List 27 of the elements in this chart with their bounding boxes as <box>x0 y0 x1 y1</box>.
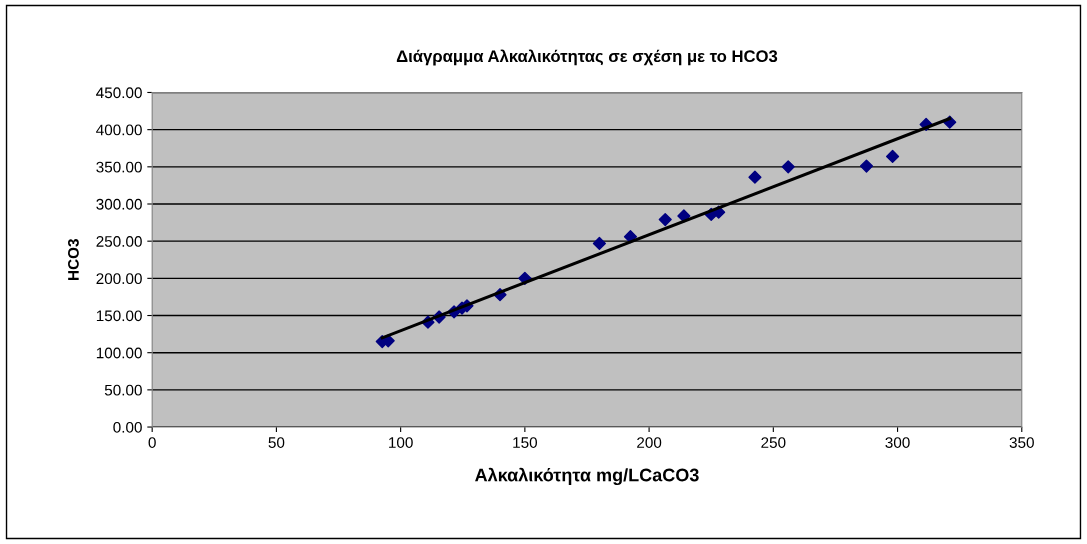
x-tick-label: 0 <box>148 437 156 448</box>
x-tick-label: 350 <box>1009 437 1034 448</box>
y-tick-label: 450.00 <box>96 87 142 99</box>
point <box>658 213 672 227</box>
x-tick-label: 50 <box>268 437 285 448</box>
x-tick-label: 150 <box>513 437 538 448</box>
y-tick-label: 150.00 <box>96 310 142 322</box>
y-tick-label: 400.00 <box>96 124 142 136</box>
x-tick-label: 200 <box>637 437 662 448</box>
y-tick-label: 200.00 <box>96 273 142 285</box>
y-axis-title: HCO3 <box>68 239 79 280</box>
y-tick-label: 350.00 <box>96 161 142 173</box>
y-tick-label: 0.00 <box>113 421 142 433</box>
point <box>748 170 762 184</box>
point <box>885 149 900 164</box>
chart-title: Διάγραμμα Αλκαλικότητας σε σχέση με το HCO3 <box>396 49 778 66</box>
x-tick-label: 300 <box>885 437 910 448</box>
point <box>859 159 874 173</box>
y-tick-label: 50.00 <box>104 384 142 396</box>
y-tick-label: 250.00 <box>96 236 142 247</box>
x-tick-label: 250 <box>761 437 786 448</box>
point <box>781 160 795 174</box>
x-axis-title: Αλκαλικότητα mg/LCaCO3 <box>475 467 699 486</box>
y-tick-label: 100.00 <box>96 347 142 359</box>
point <box>592 236 606 250</box>
x-tick-label: 100 <box>389 437 413 448</box>
y-tick-label: 300.00 <box>96 198 142 210</box>
